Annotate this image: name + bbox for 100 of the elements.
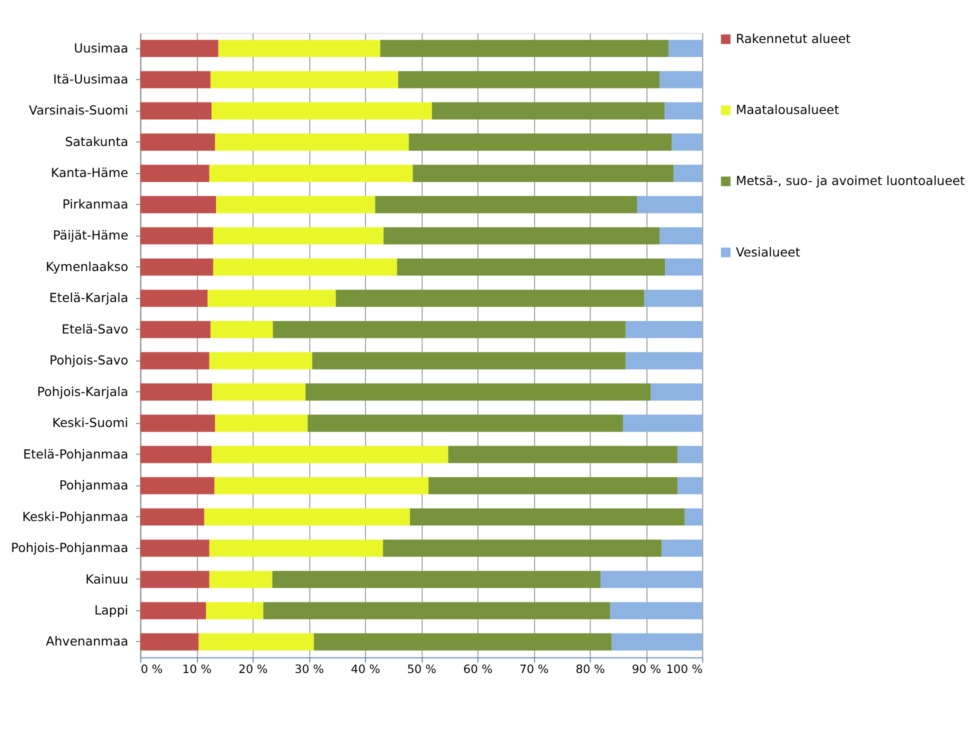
bar xyxy=(677,477,702,494)
bar xyxy=(140,71,210,88)
bar xyxy=(677,446,702,464)
x-tick-label: 50 % xyxy=(407,662,436,676)
bar xyxy=(408,134,672,151)
y-tick-label: Keski-Pohjanmaa xyxy=(22,508,128,524)
bar xyxy=(204,508,410,526)
y-tick-label: Etelä-Pohjanmaa xyxy=(23,446,128,462)
bar xyxy=(428,477,678,494)
bar xyxy=(140,602,206,620)
bar xyxy=(140,290,208,307)
x-tick-label: 90 % xyxy=(632,662,662,676)
x-tick-label: 30 % xyxy=(294,662,324,676)
bar xyxy=(397,258,666,276)
bar xyxy=(140,352,210,370)
bar xyxy=(659,71,702,88)
bar xyxy=(140,196,216,214)
y-tick-label: Pohjois-Pohjanmaa xyxy=(11,540,128,556)
bar xyxy=(209,352,312,370)
bar xyxy=(336,290,644,307)
bar xyxy=(140,40,218,58)
bar xyxy=(650,383,702,401)
bar xyxy=(140,540,210,557)
bar xyxy=(674,164,702,182)
x-tick-label: 20 % xyxy=(238,662,268,676)
bar xyxy=(272,570,600,588)
bar xyxy=(383,540,662,557)
bar xyxy=(380,40,668,58)
y-tick-label: Lappi xyxy=(94,602,128,618)
bar xyxy=(140,477,214,494)
bar xyxy=(214,134,409,151)
legend-label: Metsä-, suo- ja avoimet luontoalueet xyxy=(736,173,966,188)
y-tick-label: Varsinais-Suomi xyxy=(28,102,128,118)
y-tick-label: Keski-Suomi xyxy=(52,415,128,430)
bar xyxy=(637,196,702,214)
bar xyxy=(140,633,199,650)
x-tick-label: 40 % xyxy=(350,662,380,676)
bar xyxy=(600,570,702,588)
bar xyxy=(412,164,674,182)
bar xyxy=(610,602,702,620)
y-tick-label: Päijät-Häme xyxy=(52,228,128,243)
bar xyxy=(140,414,215,432)
bar xyxy=(684,508,702,526)
bar xyxy=(140,134,215,151)
y-tick-label: Pohjanmaa xyxy=(59,478,128,493)
legend-label: Vesialueet xyxy=(736,244,800,260)
x-tick-label: 100 % xyxy=(666,662,703,676)
y-tick-label: Satakunta xyxy=(64,134,128,149)
bar xyxy=(140,102,212,120)
bar xyxy=(626,352,702,370)
bar xyxy=(140,320,210,338)
bar xyxy=(214,477,429,494)
bar xyxy=(644,290,702,307)
bar xyxy=(218,40,380,58)
bar xyxy=(210,320,273,338)
bar xyxy=(448,446,678,464)
bar xyxy=(659,227,702,244)
legend-label: Maatalousalueet xyxy=(736,102,840,118)
y-tick-label: Uusimaa xyxy=(74,40,128,56)
bar xyxy=(398,71,660,88)
y-tick-label: Kainuu xyxy=(85,571,128,586)
bar xyxy=(384,227,660,244)
bar xyxy=(208,290,336,307)
x-tick-label: 80 % xyxy=(576,662,605,676)
bar xyxy=(212,446,448,464)
y-tick-label: Kanta-Häme xyxy=(50,165,128,180)
y-tick-label: Etelä-Savo xyxy=(62,321,128,336)
bar xyxy=(212,383,306,401)
bar xyxy=(312,352,626,370)
bar xyxy=(213,258,398,276)
bar xyxy=(662,540,702,557)
x-tick-label: 0 % xyxy=(140,662,163,676)
bar xyxy=(672,134,702,151)
y-tick-label: Pirkanmaa xyxy=(62,196,128,212)
y-tick-label: Ahvenanmaa xyxy=(46,634,128,649)
bar xyxy=(263,602,610,620)
bar xyxy=(209,164,413,182)
y-tick-label: Pohjois-Savo xyxy=(50,352,128,368)
bar xyxy=(198,633,314,650)
bar xyxy=(305,383,650,401)
bar xyxy=(612,633,702,650)
bar xyxy=(272,320,626,338)
bar xyxy=(209,540,384,557)
bar xyxy=(213,227,384,244)
bar xyxy=(432,102,665,120)
bar xyxy=(216,196,376,214)
bar xyxy=(214,414,308,432)
bar xyxy=(375,196,638,214)
bar xyxy=(140,164,210,182)
bar xyxy=(209,570,272,588)
bar xyxy=(664,102,702,120)
bar xyxy=(668,40,702,58)
x-tick-label: 70 % xyxy=(519,662,549,676)
bar xyxy=(626,320,702,338)
bar xyxy=(140,508,204,526)
bar xyxy=(622,414,702,432)
bar xyxy=(140,446,212,464)
bar xyxy=(210,71,398,88)
y-tick-label: Itä-Uusimaa xyxy=(53,72,128,87)
bar xyxy=(206,602,264,620)
